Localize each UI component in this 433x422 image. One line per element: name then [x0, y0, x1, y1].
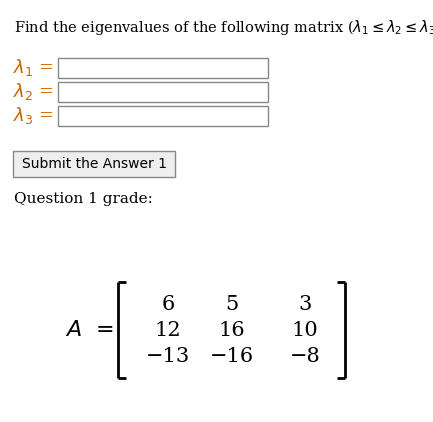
- Text: −16: −16: [210, 346, 254, 365]
- Text: Find the eigenvalues of the following matrix ($\lambda_1 \leq \lambda_2 \leq \la: Find the eigenvalues of the following ma…: [14, 18, 433, 37]
- Text: 3: 3: [298, 295, 312, 314]
- Text: −13: −13: [146, 346, 190, 365]
- Text: 5: 5: [225, 295, 239, 314]
- Text: Question 1 grade:: Question 1 grade:: [14, 192, 153, 206]
- Text: 10: 10: [291, 320, 318, 340]
- Text: 16: 16: [219, 320, 246, 340]
- FancyBboxPatch shape: [13, 151, 175, 177]
- Text: $\lambda_1$ =: $\lambda_1$ =: [13, 57, 54, 78]
- Text: $\lambda_2$ =: $\lambda_2$ =: [13, 81, 54, 103]
- Text: $A$  =: $A$ =: [65, 319, 114, 341]
- Text: −8: −8: [290, 346, 320, 365]
- Bar: [58, 58, 268, 78]
- Text: Submit the Answer 1: Submit the Answer 1: [22, 157, 167, 171]
- Text: 6: 6: [162, 295, 174, 314]
- Bar: [58, 82, 268, 102]
- Text: $\lambda_3$ =: $\lambda_3$ =: [13, 106, 54, 127]
- Bar: [58, 106, 268, 126]
- Text: 12: 12: [155, 320, 181, 340]
